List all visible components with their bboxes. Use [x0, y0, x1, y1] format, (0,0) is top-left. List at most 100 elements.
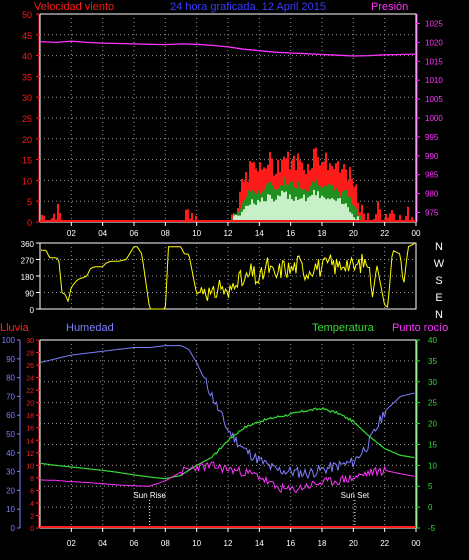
wind-low-bar [287, 199, 289, 222]
humidity-axis-tick-label: 50 [6, 430, 15, 439]
wind-low-bar [289, 195, 291, 222]
wind-low-bar [273, 201, 275, 222]
wind-low-bar [245, 206, 247, 222]
compass-label: S [435, 275, 442, 287]
wind-low-bar [279, 196, 281, 222]
wind-low-bar [301, 198, 303, 222]
rain-axis-tick-label: 10 [26, 463, 34, 470]
panel1-time-tick-label: 04 [98, 229, 107, 238]
pressure-axis-tick-label: 980 [425, 190, 439, 199]
panel1-time-tick-label: 20 [349, 229, 358, 238]
wind-axis-tick-label: 50 [22, 10, 32, 20]
wind-low-bar [331, 198, 333, 222]
temperature-axis-tick-label: 30 [428, 378, 437, 387]
panel3-time-tick-label: 00 [412, 539, 421, 548]
direction-axis-tick-label: 90 [25, 290, 34, 299]
rain-axis-tick-label: 18 [26, 413, 34, 420]
wind-axis-tick-label: 30 [22, 93, 32, 103]
panel1-time-tick-label: 22 [380, 229, 389, 238]
compass-label: E [435, 292, 442, 304]
humidity-axis-tick-label: 0 [11, 524, 16, 533]
wind-axis-tick-label: 25 [22, 114, 32, 124]
wind-axis-tick-label: 40 [22, 52, 32, 62]
panel3-time-tick-label: 14 [255, 539, 264, 548]
rain-axis-tick-label: 30 [26, 338, 34, 345]
humidity-axis-tick-label: 70 [6, 392, 15, 401]
wind-low-bar [285, 192, 287, 222]
pressure-axis-tick-label: 1000 [425, 114, 443, 123]
pressure-axis-title: Presión [371, 1, 408, 13]
wind-low-bar [333, 200, 335, 222]
panel3-time-tick-label: 12 [224, 539, 233, 548]
rain-axis-tick-label: 14 [26, 438, 34, 445]
temperature-axis-tick-label: 10 [428, 461, 437, 470]
wind-low-bar [247, 206, 249, 222]
wind-low-bar [313, 190, 315, 222]
wind-low-bar [293, 201, 295, 222]
pressure-axis-tick-label: 1005 [425, 95, 443, 104]
temperature-axis-tick-label: 5 [428, 482, 433, 491]
wind-low-bar [315, 195, 317, 222]
panel3-time-tick-label: 06 [130, 539, 139, 548]
wind-low-bar [291, 199, 293, 222]
wind-low-bar [337, 198, 339, 222]
dewpoint-axis-title: Punto rocío [392, 322, 448, 334]
temperature-axis-tick-label: 35 [428, 357, 437, 366]
rain-axis-tick-label: 28 [26, 351, 34, 358]
humidity-axis-tick-label: 20 [6, 486, 15, 495]
wind-low-bar [261, 197, 263, 222]
rain-axis-tick-label: 22 [26, 388, 34, 395]
rain-axis-tick-label: 6 [30, 488, 34, 495]
humidity-axis-tick-label: 30 [6, 468, 15, 477]
wind-low-bar [275, 200, 277, 222]
pressure-axis-tick-label: 1010 [425, 76, 443, 85]
wind-low-bar [263, 201, 265, 222]
humidity-axis-tick-label: 90 [6, 355, 15, 364]
wind-low-bar [307, 197, 309, 222]
wind-low-bar [323, 197, 325, 222]
wind-low-bar [299, 199, 301, 222]
pressure-axis-tick-label: 1025 [425, 19, 443, 28]
wind-low-bar [341, 204, 343, 222]
rain-axis-tick-label: 26 [26, 363, 34, 370]
wind-low-bar [325, 199, 327, 222]
temperature-axis-tick-label: 25 [428, 399, 437, 408]
panel1-time-tick-label: 18 [318, 229, 327, 238]
pressure-axis-tick-label: 990 [425, 152, 439, 161]
panel3-time-tick-label: 08 [161, 539, 170, 548]
wind-gust-bar [407, 207, 409, 222]
rain-axis-title: Lluvia [0, 322, 30, 334]
panel1-time-tick-label: 02 [67, 229, 76, 238]
wind-axis-tick-label: 0 [27, 218, 32, 228]
wind-low-bar [317, 191, 319, 222]
wind-axis-tick-label: 45 [22, 31, 32, 41]
wind-axis-tick-label: 15 [22, 156, 32, 166]
direction-axis-tick-label: 0 [30, 306, 35, 315]
wind-low-bar [295, 197, 297, 222]
temperature-axis-title: Temperatura [312, 322, 375, 334]
wind-low-bar [335, 201, 337, 222]
panel3-time-tick-label: 04 [98, 539, 107, 548]
panel1-time-tick-label: 12 [224, 229, 233, 238]
sunrise-label: Sun Rise [133, 491, 166, 500]
panel3-time-tick-label: 22 [380, 539, 389, 548]
wind-low-bar [321, 196, 323, 222]
compass-label: N [435, 309, 443, 321]
wind-low-bar [343, 204, 345, 222]
temperature-axis-tick-label: 15 [428, 440, 437, 449]
panel3-time-tick-label: 02 [67, 539, 76, 548]
humidity-axis-tick-label: 80 [6, 374, 15, 383]
humidity-axis-tick-label: 40 [6, 449, 15, 458]
pressure-axis-tick-label: 975 [425, 209, 439, 218]
wind-low-bar [345, 203, 347, 222]
wind-low-bar [251, 199, 253, 222]
panel1-time-tick-label: 14 [255, 229, 264, 238]
pressure-axis-tick-label: 1015 [425, 57, 443, 66]
wind-gust-bar [377, 201, 379, 222]
wind-low-bar [269, 195, 271, 222]
wind-low-bar [329, 199, 331, 222]
direction-axis-tick-label: 180 [21, 273, 35, 282]
panel3-time-tick-label: 10 [192, 539, 201, 548]
sunset-label: Sun Set [341, 491, 370, 500]
